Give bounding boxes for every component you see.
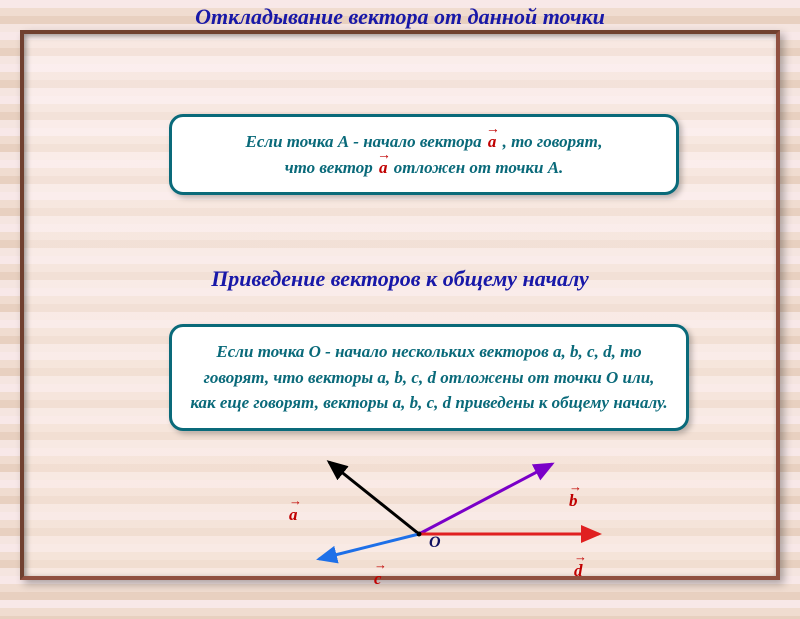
definition-box-2: Если точка О - начало нескольких векторо… [169, 324, 689, 431]
page-title: Откладывание вектора от данной точки [0, 4, 800, 30]
vector-label-d: →d [574, 554, 587, 581]
vector-arrow-icon: → [377, 145, 390, 166]
vector-label-c: →c [374, 562, 387, 589]
vector-a-inline-1: → а [486, 129, 499, 155]
content-frame: Если точка А - начало вектора → а , то г… [20, 30, 780, 580]
vector-arrow-icon: → [486, 119, 499, 140]
definition-box-1: Если точка А - начало вектора → а , то г… [169, 114, 679, 195]
vector-letter: d [574, 561, 583, 580]
text-part: отложен от точки А. [394, 158, 564, 177]
vector-diagram: →a →b →c →d O [224, 454, 644, 614]
text-part: что вектор [285, 158, 377, 177]
vector-a-inline-2: → а [377, 155, 390, 181]
vector-letter: c [374, 569, 382, 588]
vector-c [319, 534, 419, 559]
text-part: Если точка А - начало вектора [245, 132, 485, 151]
vector-label-a: →a [289, 498, 302, 525]
vector-b [419, 464, 552, 534]
subtitle: Приведение векторов к общему началу [24, 266, 776, 292]
vector-letter: a [289, 505, 298, 524]
vector-a [329, 462, 419, 534]
origin-label: O [429, 534, 441, 552]
vector-letter: b [569, 491, 578, 510]
definition-text-1: Если точка А - начало вектора → а , то г… [190, 129, 658, 180]
definition-text-2: Если точка О - начало нескольких векторо… [190, 339, 668, 416]
vector-label-b: →b [569, 484, 582, 511]
text-part: , то говорят, [503, 132, 603, 151]
